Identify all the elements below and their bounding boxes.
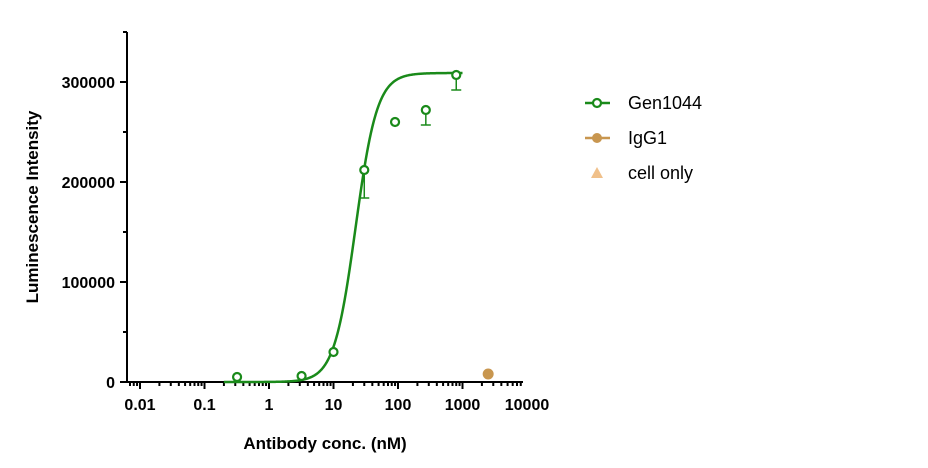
y-axis-title: Luminescence Intensity (23, 110, 42, 303)
data-point (420, 104, 431, 116)
legend-label-gen1044: Gen1044 (628, 93, 702, 113)
y-tick-label: 200000 (62, 175, 115, 192)
y-tick-label: 0 (106, 375, 115, 392)
data-point (231, 371, 243, 383)
x-tick-label: 0.01 (124, 397, 155, 414)
data-point (389, 116, 401, 128)
x-tick-label: 100 (385, 397, 412, 414)
data-point (451, 69, 462, 81)
axes: 0 100000 200000 300000 0.01 0.1 1 10 100 1000 1000… (62, 31, 550, 414)
x-tick-label: 1 (265, 397, 274, 414)
legend-label-igg1: IgG1 (628, 128, 667, 148)
fit-curves (223, 71, 463, 384)
fit-curve (223, 71, 463, 384)
legend-marker (592, 133, 602, 143)
x-tick-label: 10 (325, 397, 343, 414)
y-tick-label: 300000 (62, 75, 115, 92)
data-points (231, 69, 494, 383)
x-tick-label: 1000 (445, 397, 481, 414)
x-tick-label: 10000 (505, 397, 550, 414)
legend-marker (591, 167, 603, 178)
y-tick-label: 100000 (62, 275, 115, 292)
legend-label-cell-only: cell only (628, 163, 693, 183)
data-point (359, 164, 370, 176)
data-point (296, 370, 307, 382)
x-tick-label: 0.1 (193, 397, 215, 414)
legend: Gen1044 IgG1 cell only (585, 93, 702, 183)
x-axis-title: Antibody conc. (nM) (243, 434, 406, 453)
data-point (328, 346, 339, 358)
legend-marker (591, 97, 603, 109)
data-point (482, 368, 494, 380)
